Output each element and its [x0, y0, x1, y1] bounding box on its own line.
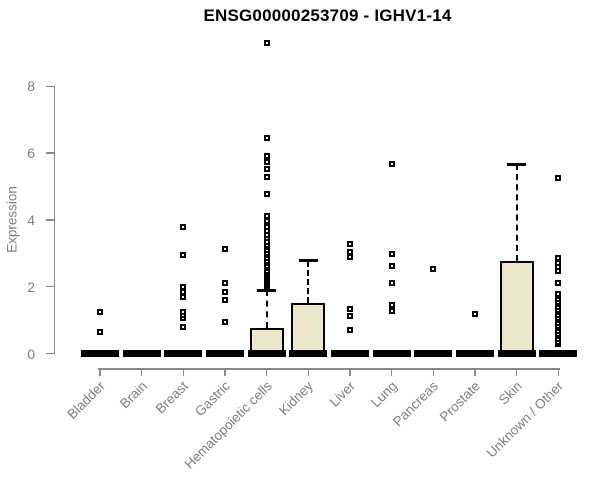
outlier-point — [388, 280, 395, 287]
boxplot-median-bar — [456, 350, 494, 357]
outlier-point — [263, 212, 270, 219]
boxplot-cap — [257, 288, 277, 292]
outlier-point — [180, 293, 187, 300]
x-tick — [432, 368, 435, 376]
outlier-point — [388, 250, 395, 257]
outlier-point — [263, 190, 270, 197]
boxplot-median-bar — [289, 350, 328, 357]
x-tick — [474, 368, 476, 376]
boxplot-box — [499, 260, 534, 354]
outlier-point — [180, 223, 187, 230]
outlier-point — [555, 290, 562, 297]
outlier-point — [263, 39, 270, 46]
outlier-point — [180, 309, 187, 316]
outlier-point — [222, 245, 228, 252]
outlier-point — [347, 313, 353, 320]
boxplot-whisker — [307, 260, 310, 304]
boxplot-median-bar — [206, 350, 244, 357]
boxplot-whisker — [515, 164, 518, 261]
y-tick-label: 0 — [27, 345, 35, 362]
outlier-point — [388, 160, 395, 167]
x-tick — [99, 368, 101, 376]
outlier-point — [263, 165, 270, 172]
boxplot-median-bar — [122, 350, 161, 357]
outlier-point — [180, 324, 187, 331]
boxplot-median-bar — [164, 350, 203, 357]
x-tick — [515, 368, 518, 376]
boxplot-median-bar — [331, 350, 369, 357]
outlier-point — [388, 302, 395, 309]
x-tick — [349, 368, 351, 376]
outlier-point — [97, 329, 103, 336]
y-tick-label: 4 — [27, 211, 35, 228]
outlier-point — [263, 159, 270, 166]
y-axis-line — [53, 86, 55, 355]
x-axis-line — [98, 368, 561, 370]
y-tick — [45, 219, 54, 221]
chart-title: ENSG00000253709 - IGHV1-14 — [203, 6, 452, 25]
outlier-point — [263, 134, 270, 141]
outlier-point — [347, 326, 353, 333]
y-tick — [45, 152, 54, 154]
outlier-point — [555, 175, 562, 182]
outlier-point — [347, 254, 353, 261]
outlier-point — [97, 309, 103, 316]
outlier-point — [347, 248, 353, 255]
x-tick-label: Unknown / Other — [483, 378, 567, 461]
x-tick — [224, 368, 226, 376]
outlier-point — [222, 319, 228, 326]
boxplot-whisker — [265, 290, 268, 329]
x-tick — [140, 368, 143, 376]
outlier-point — [180, 284, 187, 291]
outlier-point — [263, 217, 270, 224]
y-tick — [45, 285, 54, 288]
boxplot-cap — [298, 259, 318, 263]
outlier-point — [222, 288, 228, 295]
outlier-point — [555, 255, 562, 262]
outlier-point — [472, 311, 478, 318]
x-tick — [390, 368, 393, 376]
outlier-point — [180, 251, 187, 258]
outlier-point — [263, 223, 270, 230]
x-tick — [307, 368, 310, 376]
boxplot-median-bar — [372, 350, 411, 357]
boxplot-median-bar — [497, 350, 536, 357]
outlier-point — [388, 262, 395, 269]
boxplot-median-bar — [539, 350, 578, 357]
outlier-point — [347, 240, 353, 247]
x-tick — [182, 368, 185, 376]
outlier-point — [555, 280, 562, 287]
y-tick-label: 2 — [27, 278, 35, 295]
outlier-point — [347, 306, 353, 313]
y-tick — [45, 85, 54, 88]
outlier-point — [430, 266, 437, 273]
x-tick — [557, 368, 560, 376]
outlier-point — [222, 297, 228, 304]
boxplot-median-bar — [414, 350, 453, 357]
outlier-point — [263, 153, 270, 160]
outlier-point — [263, 174, 270, 181]
boxplot-median-bar — [247, 350, 286, 357]
y-tick — [45, 352, 54, 355]
boxplot-cap — [507, 162, 527, 166]
y-tick-label: 8 — [27, 78, 35, 95]
x-tick — [265, 368, 268, 376]
outlier-point — [388, 308, 395, 315]
outlier-point — [222, 279, 228, 286]
boxplot-median-bar — [81, 350, 119, 357]
boxplot-box — [291, 303, 326, 354]
y-tick-label: 6 — [27, 145, 35, 162]
